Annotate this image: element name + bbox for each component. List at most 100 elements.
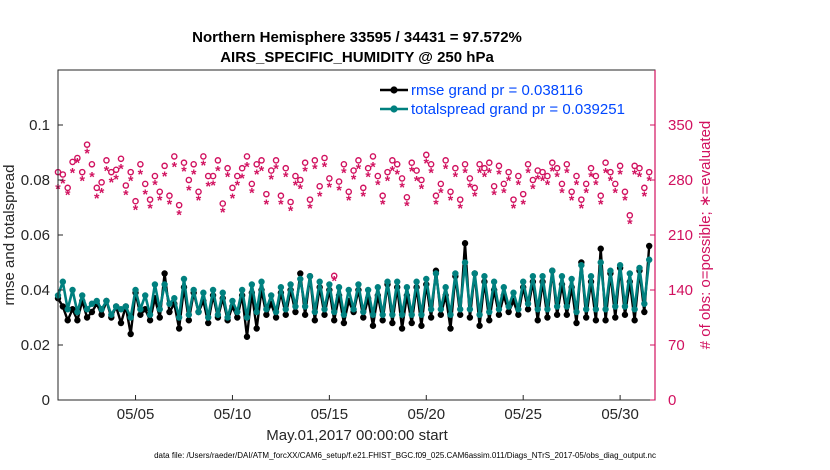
obs-possible-marker (418, 176, 425, 184)
obs-evaluated-marker: * (617, 166, 623, 182)
obs-possible-marker (214, 157, 222, 164)
obs-evaluated-marker: * (356, 161, 362, 177)
obs-possible-marker (301, 159, 309, 167)
rmse-point (292, 308, 299, 316)
obs-possible-marker (112, 166, 120, 174)
totalspread-point (297, 275, 304, 283)
totalspread-point (573, 308, 580, 316)
obs-evaluated-marker: * (128, 173, 134, 189)
rmse-point (495, 311, 503, 318)
totalspread-point (142, 292, 149, 299)
rmse-point (505, 308, 512, 316)
obs-possible-marker (500, 180, 508, 188)
obs-evaluated-marker: * (181, 163, 187, 179)
obs-evaluated-marker: * (138, 166, 144, 182)
rmse-point (156, 314, 163, 321)
rmse-point (398, 325, 406, 332)
totalspread-point (200, 289, 207, 296)
totalspread-point (263, 306, 270, 313)
obs-possible-marker (122, 182, 130, 189)
totalspread-point (612, 303, 619, 310)
totalspread-point (505, 303, 512, 310)
rmse-point (418, 322, 425, 329)
obs-possible-marker (69, 158, 76, 166)
rmse-point (456, 311, 464, 318)
obs-possible-marker (359, 184, 367, 192)
totalspread-point (621, 303, 629, 310)
obs-possible-marker (582, 180, 590, 188)
totalspread-point (384, 278, 391, 285)
obs-possible-marker (316, 182, 323, 190)
obs-evaluated-marker: * (608, 173, 614, 189)
obs-evaluated-marker: * (259, 162, 265, 178)
rmse-point (534, 317, 541, 324)
obs-possible-marker (442, 157, 449, 164)
totalspread-point (616, 262, 624, 269)
totalspread-point (544, 306, 551, 313)
obs-evaluated-marker: * (540, 173, 546, 189)
totalspread-point (539, 273, 546, 280)
obs-evaluated-marker: * (375, 176, 381, 192)
obs-evaluated-marker: * (598, 196, 604, 212)
totalspread-point (631, 306, 638, 313)
x-tick-label: 05/05 (117, 406, 155, 423)
legend-rmse-marker (390, 86, 398, 94)
obs-possible-marker (602, 159, 609, 167)
obs-possible-marker (141, 180, 149, 188)
totalspread-point (258, 278, 265, 285)
obs-evaluated-marker: * (244, 158, 250, 174)
obs-evaluated-marker: * (588, 169, 594, 185)
obs-possible-marker (607, 168, 614, 176)
obs-possible-marker (437, 180, 445, 188)
rmse-point (597, 245, 604, 252)
obs-evaluated-marker: * (225, 169, 231, 185)
rmse-point (282, 311, 289, 318)
obs-possible-marker (59, 171, 67, 178)
obs-possible-marker (132, 197, 139, 205)
obs-possible-marker (384, 168, 391, 176)
totalspread-point (205, 314, 212, 321)
obs-evaluated-marker: * (385, 173, 391, 189)
rmse-point (88, 308, 96, 316)
obs-evaluated-marker: * (249, 184, 255, 200)
obs-possible-marker (330, 272, 338, 280)
rmse-point (379, 317, 386, 324)
obs-possible-marker (272, 157, 280, 164)
obs-possible-marker (505, 168, 512, 176)
totalspread-point (195, 308, 202, 316)
obs-evaluated-marker: * (70, 165, 76, 181)
totalspread-point (394, 278, 401, 285)
obs-possible-marker (185, 176, 193, 184)
obs-possible-marker (233, 172, 241, 180)
obs-evaluated-marker: * (75, 154, 81, 170)
totalspread-point (122, 303, 130, 310)
obs-possible-marker (296, 176, 304, 184)
totalspread-point (456, 306, 464, 313)
obs-evaluated-marker: * (230, 190, 236, 206)
obs-possible-marker (553, 164, 561, 172)
totalspread-point (519, 278, 527, 285)
chart-title: Northern Hemisphere 33595 / 34431 = 97.5… (192, 29, 522, 46)
obs-possible-marker (146, 196, 154, 203)
totalspread-point (175, 314, 183, 321)
totalspread-point (292, 303, 299, 310)
totalspread-point (272, 308, 280, 316)
obs-evaluated-marker: * (288, 202, 294, 218)
obs-evaluated-marker: * (157, 192, 163, 208)
obs-evaluated-marker: * (424, 155, 430, 171)
obs-evaluated-marker: * (60, 175, 66, 191)
y2-tick-label: 280 (668, 172, 693, 189)
y-tick-label: 0.04 (21, 282, 50, 299)
totalspread-point (268, 292, 275, 299)
rmse-point (612, 314, 619, 321)
rmse-point (146, 317, 154, 324)
obs-evaluated-marker: * (613, 184, 619, 200)
obs-possible-marker (393, 160, 401, 168)
obs-possible-marker (137, 160, 144, 168)
totalspread-point (185, 311, 193, 318)
totalspread-point (466, 306, 474, 313)
obs-evaluated-marker: * (530, 180, 536, 196)
rmse-point (553, 311, 561, 318)
rmse-point (127, 330, 134, 338)
